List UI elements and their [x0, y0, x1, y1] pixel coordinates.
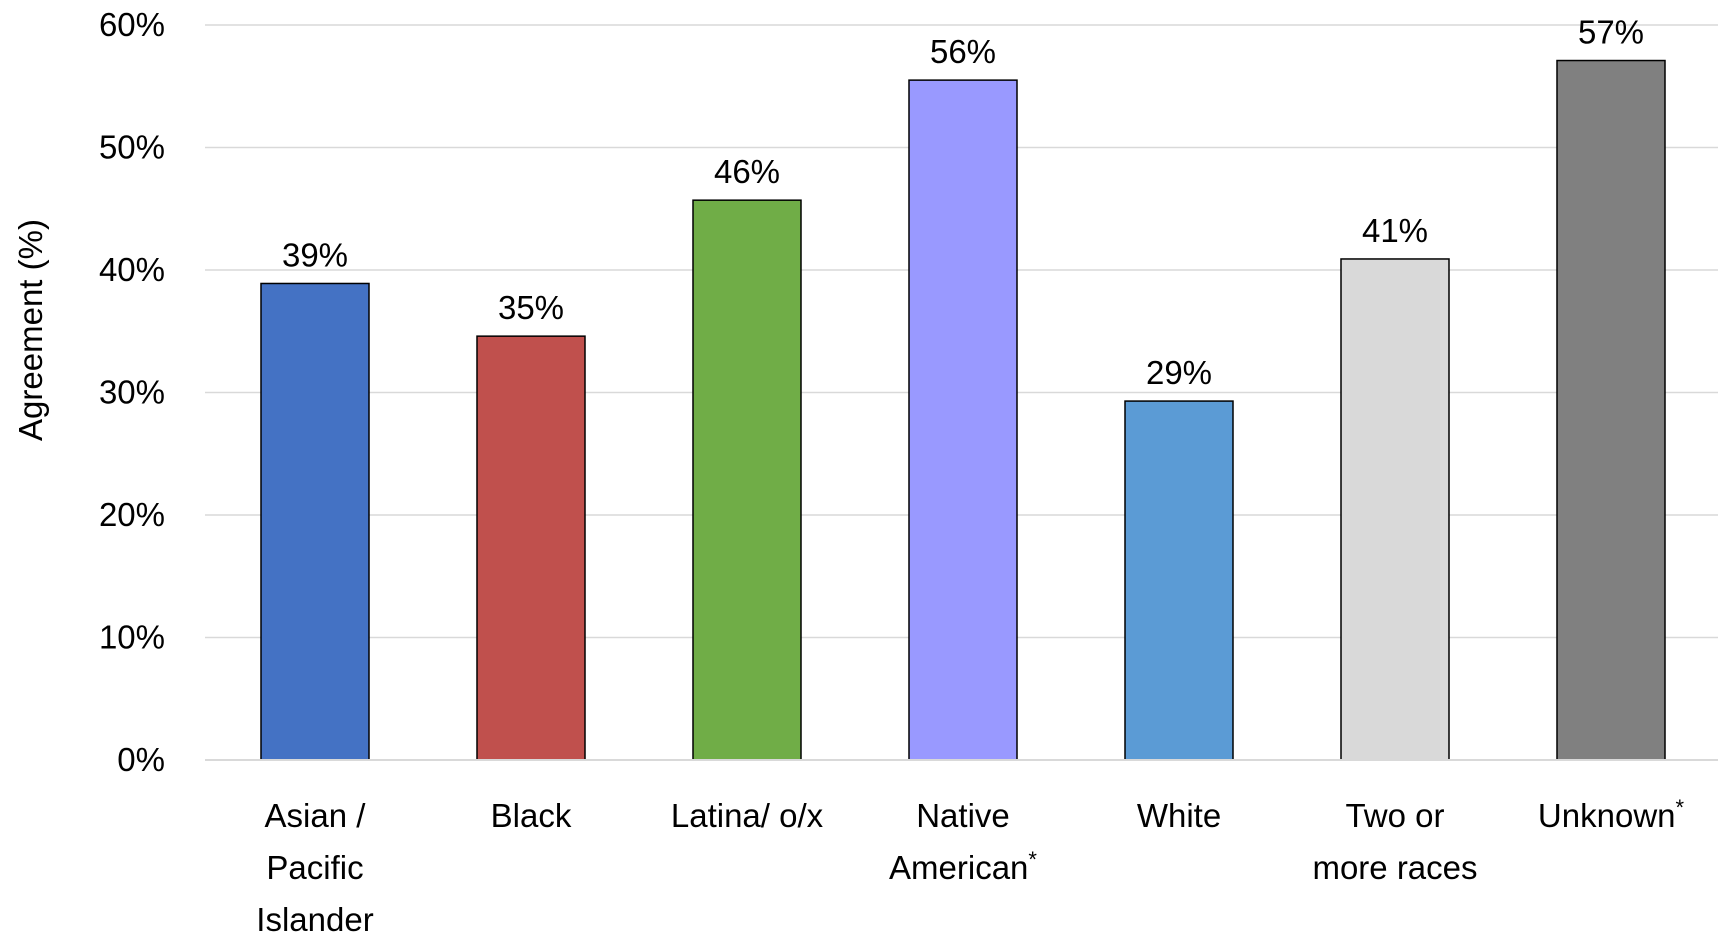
bar [1556, 59, 1666, 761]
y-tick-label: 50% [99, 129, 165, 166]
data-label: 46% [714, 153, 780, 190]
footnote-asterisk: * [1676, 795, 1685, 820]
footnote-asterisk: * [1028, 847, 1037, 872]
bar [476, 335, 586, 761]
data-label: 39% [282, 236, 348, 273]
data-label: 56% [930, 33, 996, 70]
x-tick-label: Islander [256, 901, 373, 937]
y-axis-label: Agreement (%) [12, 219, 49, 441]
bar [1124, 400, 1234, 761]
x-tick-label: Two or [1345, 797, 1444, 834]
bars [260, 59, 1666, 761]
y-tick-label: 40% [99, 251, 165, 288]
bar [1340, 258, 1450, 761]
y-tick-label: 60% [99, 6, 165, 43]
x-tick-label: Latina/ o/x [671, 797, 824, 834]
data-label: 29% [1146, 354, 1212, 391]
data-labels: 39% 35% 46% 56% 29% 41% 57% [282, 14, 1644, 392]
y-axis: 0% 10% 20% 30% 40% 50% 60% [99, 6, 165, 778]
y-tick-label: 0% [117, 741, 165, 778]
x-tick-label: American* [889, 847, 1037, 886]
y-tick-label: 20% [99, 496, 165, 533]
x-tick-label: Unknown* [1538, 795, 1685, 834]
x-tick-label: Native [916, 797, 1010, 834]
x-tick-label: Asian / [265, 797, 367, 834]
x-tick-label: Pacific [266, 849, 363, 886]
bar [260, 282, 370, 761]
x-tick-label: Black [491, 797, 572, 834]
data-label: 57% [1578, 14, 1644, 51]
bar [692, 199, 802, 761]
data-label: 41% [1362, 212, 1428, 249]
data-label: 35% [498, 289, 564, 326]
y-tick-label: 30% [99, 374, 165, 411]
y-tick-label: 10% [99, 619, 165, 656]
x-tick-label: White [1137, 797, 1221, 834]
bar [908, 79, 1018, 761]
x-axis: Asian / Pacific Islander Black Latina/ o/x Na… [205, 759, 1718, 937]
x-tick-label: more races [1312, 849, 1477, 886]
